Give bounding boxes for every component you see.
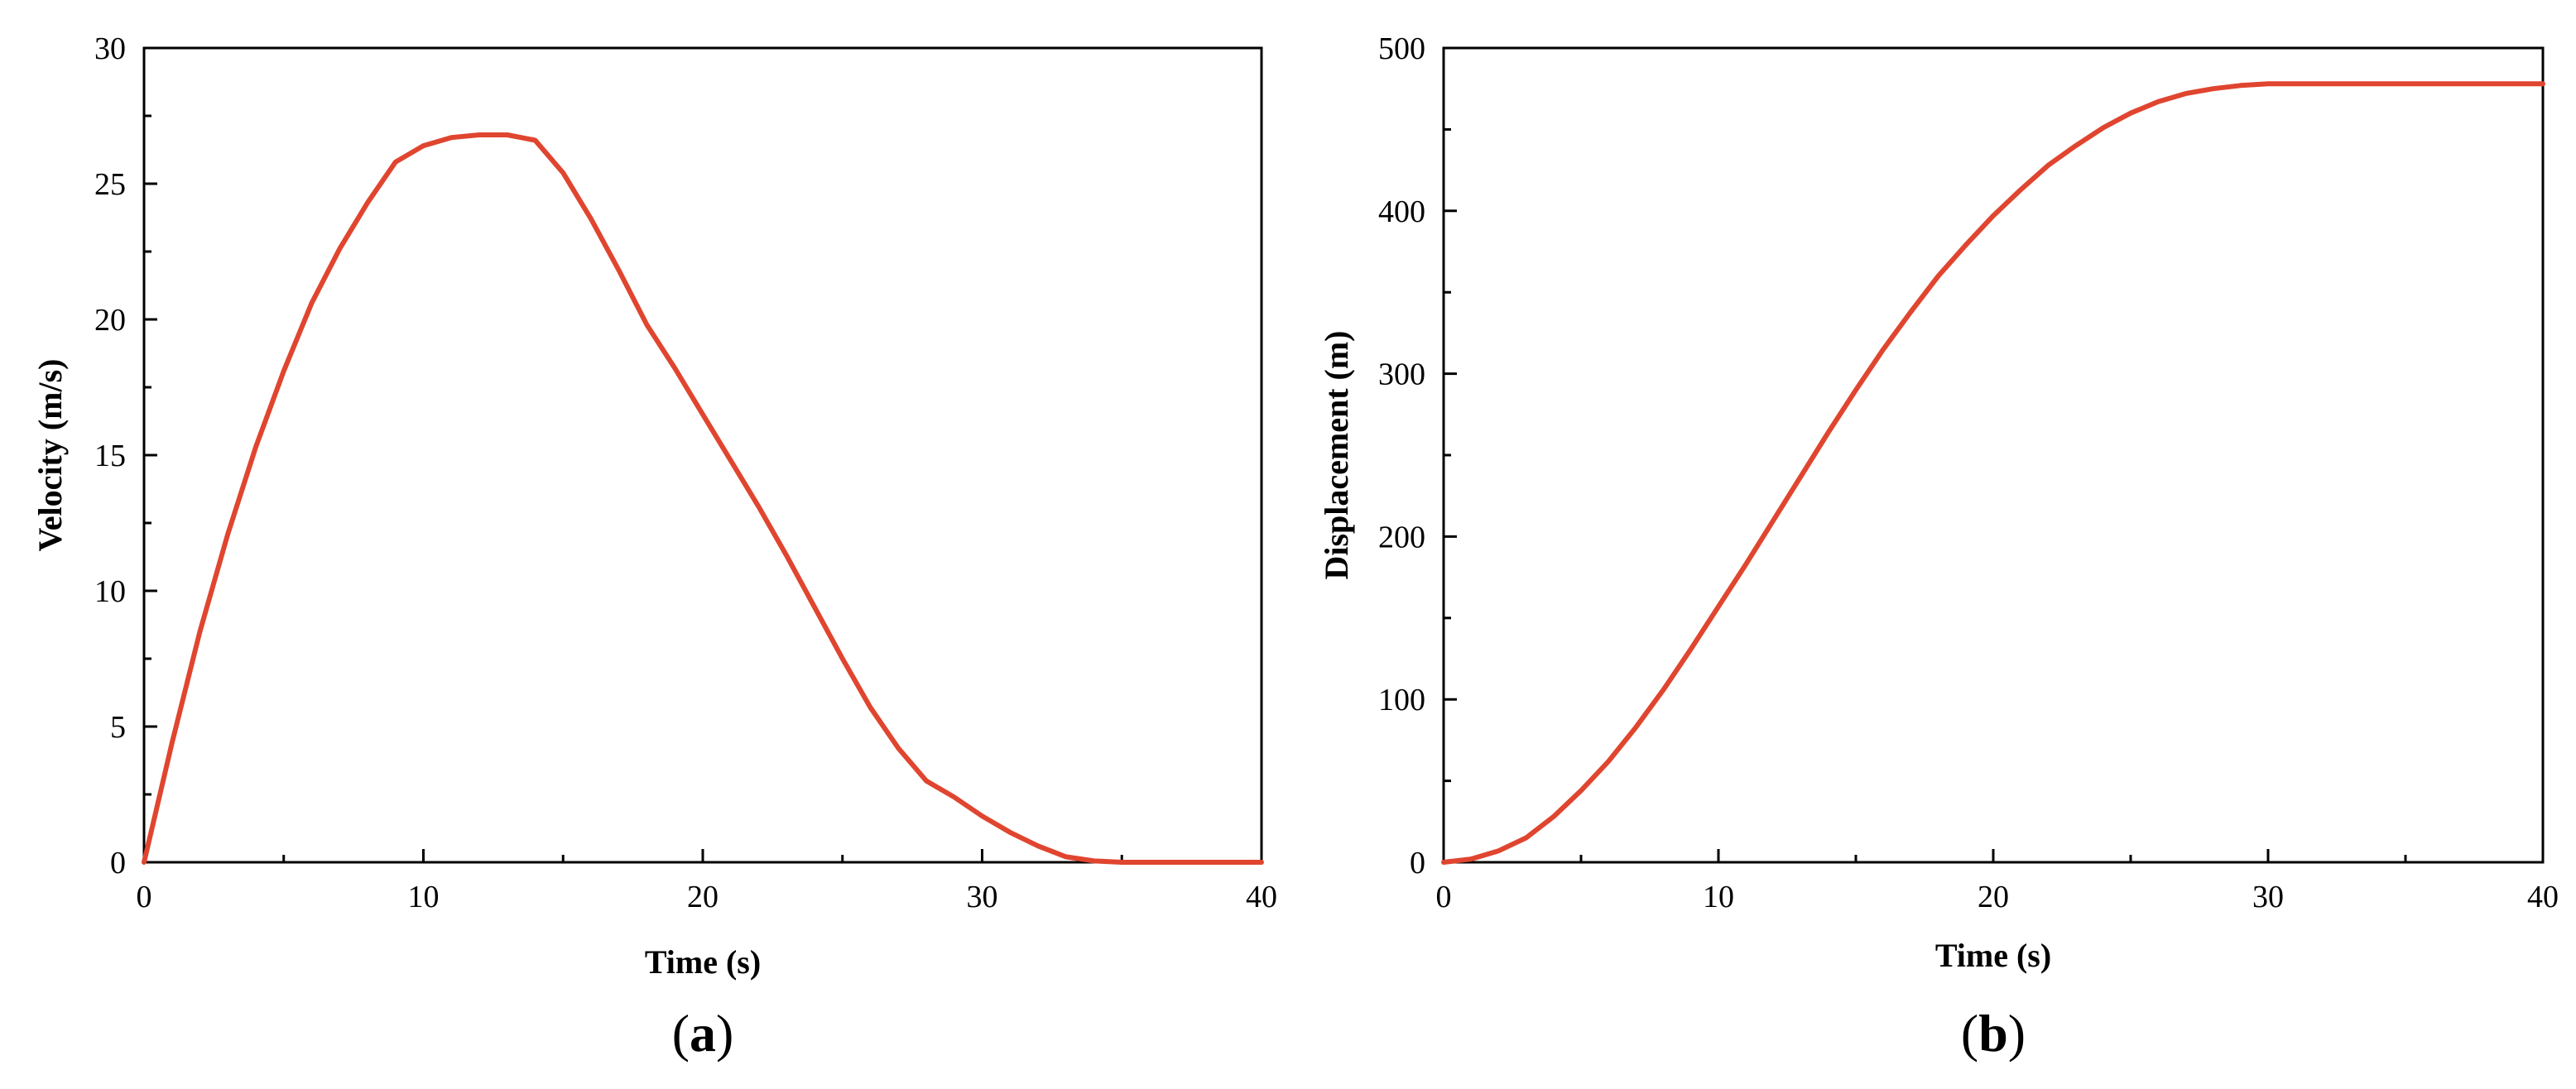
- series-line-0: [142, 132, 1264, 865]
- y-tick-label: 200: [1378, 520, 1425, 554]
- x-tick-label: 30: [967, 880, 998, 914]
- plot-frame: [142, 46, 1263, 864]
- y-axis-title: Displacement (m): [1318, 330, 1355, 579]
- x-axis-title: Time (s): [1935, 937, 2051, 974]
- y-tick-label: 30: [94, 31, 126, 66]
- panel-label-open: (: [672, 1004, 690, 1063]
- x-tick-label: 0: [1436, 880, 1452, 914]
- x-tick-label: 10: [1703, 880, 1734, 914]
- y-tick-label: 5: [110, 710, 126, 745]
- panel-label-open: (: [1961, 1004, 1978, 1063]
- panel-label-close: ): [2008, 1004, 2026, 1063]
- panel-label-letter: a: [690, 1004, 716, 1063]
- y-axis-title: Velocity (m/s): [31, 359, 69, 552]
- plot-frame: [1442, 46, 2545, 864]
- x-tick-label: 20: [687, 880, 718, 914]
- x-tick-label: 20: [1978, 880, 2009, 914]
- y-tick-label: 0: [1410, 846, 1425, 880]
- y-tick-label: 25: [94, 167, 126, 202]
- x-tick-label: 0: [137, 880, 152, 914]
- x-axis-title: Time (s): [645, 943, 761, 981]
- y-tick-label: 300: [1378, 357, 1425, 392]
- chart-panel-a: 0 10 20 30 40 0 5 10 15 20 25 30 Time (s) Velocity (m…: [31, 31, 1277, 1063]
- y-tick-label: 0: [110, 846, 126, 880]
- y-tick-label: 20: [94, 303, 126, 338]
- panel-label-letter: b: [1978, 1004, 2008, 1063]
- y-tick-label: 500: [1378, 31, 1425, 66]
- y-tick-label: 400: [1378, 194, 1425, 229]
- y-tick-label: 15: [94, 439, 126, 473]
- x-tick-label: 40: [1246, 880, 1277, 914]
- x-tick-label: 30: [2252, 880, 2284, 914]
- y-tick-label: 100: [1378, 683, 1425, 717]
- y-tick-label: 10: [94, 574, 126, 609]
- x-tick-label: 40: [2527, 880, 2559, 914]
- panel-label-close: ): [716, 1004, 733, 1063]
- series-line-0: [1441, 81, 2545, 865]
- x-tick-label: 10: [408, 880, 440, 914]
- panel-label: (a): [672, 1004, 734, 1063]
- panel-label: (b): [1961, 1004, 2026, 1063]
